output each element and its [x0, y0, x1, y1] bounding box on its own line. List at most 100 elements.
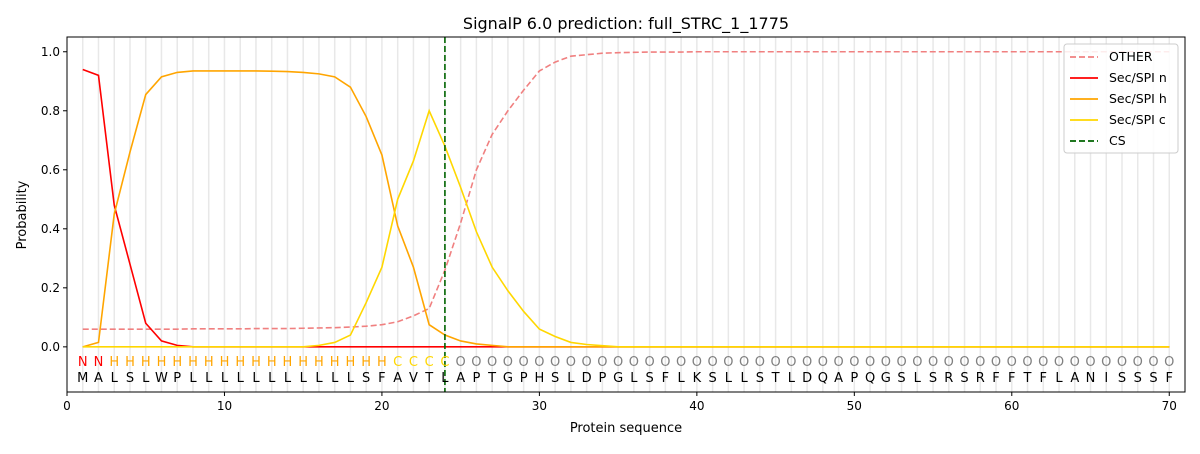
residue-label: L	[221, 371, 229, 386]
residue-label: L	[630, 371, 638, 386]
region-label: H	[141, 355, 151, 370]
region-label: O	[1117, 355, 1127, 370]
series-line-other	[82, 50, 1170, 330]
residue-label: Q	[818, 371, 828, 386]
residue-label: T	[424, 371, 433, 386]
region-label: H	[220, 355, 230, 370]
residue-label: L	[1055, 371, 1063, 386]
region-label: H	[377, 355, 387, 370]
region-label: O	[755, 355, 765, 370]
residue-label: P	[472, 371, 480, 386]
region-label: O	[660, 355, 670, 370]
region-label: O	[1133, 355, 1143, 370]
residue-label: S	[362, 371, 370, 386]
residue-label: G	[503, 371, 513, 386]
residue-label: F	[662, 371, 669, 386]
residue-label: L	[252, 371, 260, 386]
residue-label: L	[268, 371, 276, 386]
residue-label: L	[300, 371, 308, 386]
residue-label: T	[1023, 371, 1032, 386]
residue-label: R	[944, 371, 953, 386]
region-label: O	[692, 355, 702, 370]
region-label: H	[330, 355, 340, 370]
residue-label: A	[1070, 371, 1079, 386]
region-label: C	[440, 355, 449, 370]
region-label: O	[645, 355, 655, 370]
residue-label: H	[535, 371, 545, 386]
legend-box	[1063, 43, 1179, 154]
residue-label: L	[567, 371, 575, 386]
legend-label: Sec/SPI h	[1109, 91, 1167, 106]
residue-label: A	[456, 371, 465, 386]
residue-label: S	[1118, 371, 1126, 386]
residue-label: D	[802, 371, 812, 386]
region-label: O	[849, 355, 859, 370]
residue-label: L	[914, 371, 922, 386]
residue-label: F	[1166, 371, 1173, 386]
residue-label: L	[189, 371, 197, 386]
region-label: O	[1148, 355, 1158, 370]
region-label: O	[1007, 355, 1017, 370]
region-label: O	[991, 355, 1001, 370]
residue-label: T	[487, 371, 496, 386]
region-label: O	[613, 355, 623, 370]
region-label: C	[393, 355, 402, 370]
residue-label: M	[77, 371, 88, 386]
residue-label: L	[441, 371, 449, 386]
region-label: H	[204, 355, 214, 370]
x-tick-label: 10	[217, 399, 232, 413]
region-label: O	[534, 355, 544, 370]
region-label: O	[676, 355, 686, 370]
region-label: H	[361, 355, 371, 370]
y-tick-label: 0.6	[41, 163, 60, 177]
region-label: O	[896, 355, 906, 370]
region-label: H	[251, 355, 261, 370]
legend-label: OTHER	[1109, 49, 1153, 64]
residue-label: I	[1104, 371, 1108, 386]
region-label: O	[1085, 355, 1095, 370]
region-label: C	[425, 355, 434, 370]
x-axis-label: Protein sequence	[570, 421, 682, 436]
residue-label: S	[897, 371, 905, 386]
residue-label: A	[393, 371, 402, 386]
legend-label: Sec/SPI n	[1109, 70, 1167, 85]
region-label: O	[786, 355, 796, 370]
region-label: O	[1164, 355, 1174, 370]
y-tick-label: 0.2	[41, 281, 60, 295]
residue-label: L	[740, 371, 748, 386]
region-label: H	[283, 355, 293, 370]
region-label: O	[802, 355, 812, 370]
region-label: O	[959, 355, 969, 370]
region-label: H	[298, 355, 308, 370]
region-label: O	[1070, 355, 1080, 370]
residue-label: P	[520, 371, 528, 386]
residue-label: F	[378, 371, 385, 386]
region-label: O	[770, 355, 780, 370]
region-label: O	[629, 355, 639, 370]
series-line-sec-spi-h	[82, 70, 1170, 348]
region-label: H	[314, 355, 324, 370]
y-tick-label: 0.4	[41, 222, 60, 236]
x-tick-label: 30	[532, 399, 547, 413]
x-tick-label: 70	[1162, 399, 1177, 413]
y-tick-label: 0.8	[41, 104, 60, 118]
region-label: H	[125, 355, 135, 370]
x-tick-label: 0	[63, 399, 71, 413]
region-label: O	[471, 355, 481, 370]
region-label: H	[267, 355, 277, 370]
residue-label: P	[598, 371, 606, 386]
region-label: H	[188, 355, 198, 370]
region-label: N	[94, 355, 104, 370]
region-label: O	[975, 355, 985, 370]
x-tick-label: 40	[689, 399, 704, 413]
residue-label: L	[142, 371, 150, 386]
residue-label: F	[1040, 371, 1047, 386]
residue-label: S	[1149, 371, 1157, 386]
series-line-sec-spi-n	[82, 68, 1170, 348]
region-label: O	[928, 355, 938, 370]
y-axis-label: Probability	[15, 180, 30, 249]
region-label: O	[833, 355, 843, 370]
residue-label: A	[834, 371, 843, 386]
